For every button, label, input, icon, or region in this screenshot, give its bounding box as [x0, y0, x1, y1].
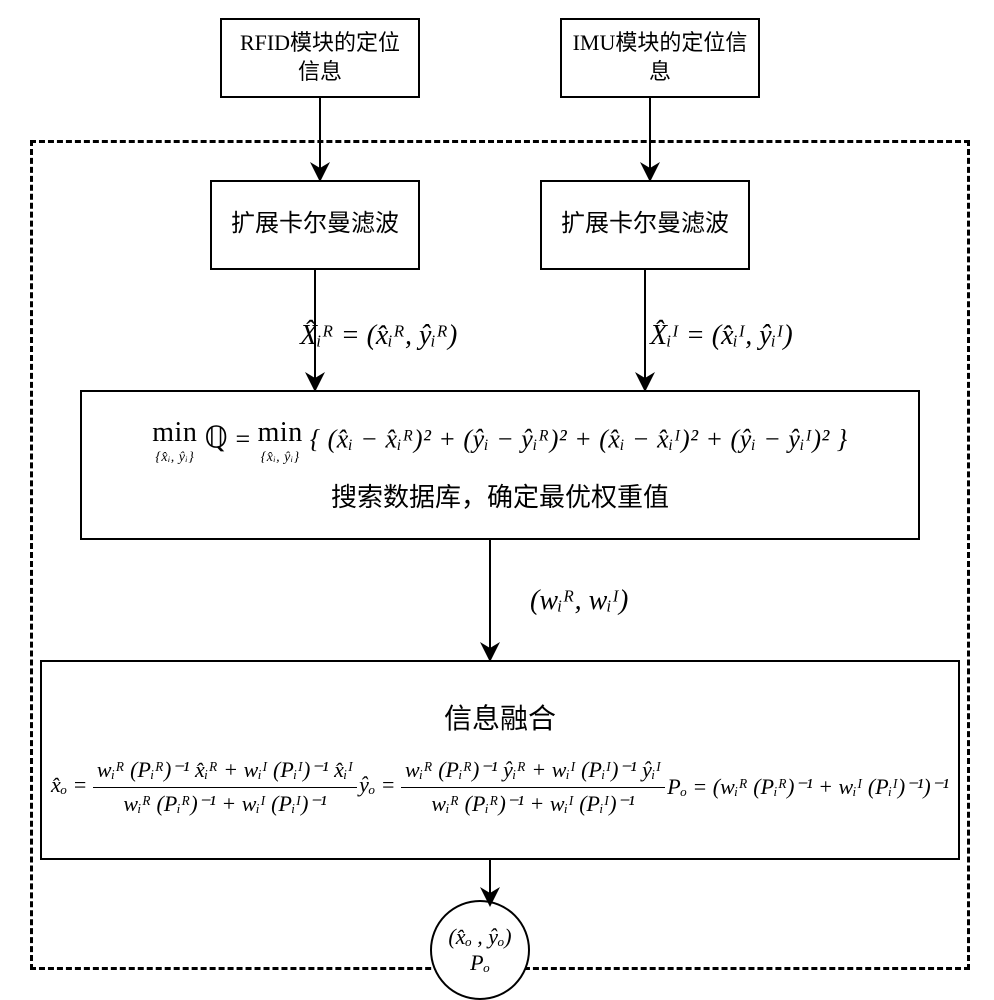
rfid-input-text: RFID模块的定位信息	[230, 29, 410, 86]
min-rhs-sub: {x̂ᵢ, ŷᵢ}	[258, 449, 303, 467]
weights-label: (wᵢᴿ, wᵢᴵ)	[530, 585, 628, 617]
ekf-output-i-text: X̂ᵢᴵ = (x̂ᵢᴵ, ŷᵢᴵ)	[650, 320, 793, 351]
q-symbol: ℚ	[204, 421, 228, 454]
eq-sign: =	[235, 424, 250, 453]
fusion-title: 信息融合	[444, 702, 556, 738]
output-p: Pₒ	[470, 950, 490, 976]
output-xy: (x̂ₒ , ŷₒ)	[448, 924, 511, 950]
weights-text: (wᵢᴿ, wᵢᴵ)	[530, 585, 628, 616]
ekf-right-text: 扩展卡尔曼滤波	[561, 209, 729, 240]
ekf-right-box: 扩展卡尔曼滤波	[540, 180, 750, 270]
min-lhs-sub: {x̂ᵢ, ŷᵢ}	[152, 449, 197, 467]
eq-p-text: Pₒ = (wᵢᴿ (Pᵢᴿ)⁻¹ + wᵢᴵ (Pᵢᴵ)⁻¹)⁻¹	[667, 774, 949, 799]
fusion-box: 信息融合 x̂ₒ = wᵢᴿ (Pᵢᴿ)⁻¹ x̂ᵢᴿ + wᵢᴵ (Pᵢᴵ)⁻…	[40, 660, 960, 860]
opt-body: { (x̂ᵢ − x̂ᵢᴿ)² + (ŷᵢ − ŷᵢᴿ)² + (x̂ᵢ − x…	[310, 424, 848, 453]
eq-x-num: wᵢᴿ (Pᵢᴿ)⁻¹ x̂ᵢᴿ + wᵢᴵ (Pᵢᴵ)⁻¹ x̂ᵢᴵ	[93, 756, 357, 788]
eq-y-lhs: ŷₒ =	[359, 772, 395, 797]
min-rhs: min	[258, 415, 303, 451]
output-circle: (x̂ₒ , ŷₒ) Pₒ	[430, 900, 530, 1000]
imu-input-box: IMU模块的定位信息	[560, 18, 760, 98]
eq-y-num: wᵢᴿ (Pᵢᴿ)⁻¹ ŷᵢᴿ + wᵢᴵ (Pᵢᴵ)⁻¹ ŷᵢᴵ	[401, 756, 665, 788]
eq-x-den: wᵢᴿ (Pᵢᴿ)⁻¹ + wᵢᴵ (Pᵢᴵ)⁻¹	[93, 788, 357, 819]
min-lhs: min	[152, 415, 197, 451]
imu-input-text: IMU模块的定位信息	[570, 29, 750, 86]
optimization-equation: min {x̂ᵢ, ŷᵢ} ℚ = min {x̂ᵢ, ŷᵢ} { (x̂ᵢ −…	[152, 415, 847, 468]
ekf-left-text: 扩展卡尔曼滤波	[231, 209, 399, 240]
fusion-eq-x: x̂ₒ = wᵢᴿ (Pᵢᴿ)⁻¹ x̂ᵢᴿ + wᵢᴵ (Pᵢᴵ)⁻¹ x̂ᵢ…	[51, 756, 357, 818]
optimization-caption: 搜索数据库，确定最优权重值	[331, 481, 669, 515]
fusion-eq-p: Pₒ = (wᵢᴿ (Pᵢᴿ)⁻¹ + wᵢᴵ (Pᵢᴵ)⁻¹)⁻¹	[667, 773, 949, 802]
fusion-eq-y: ŷₒ = wᵢᴿ (Pᵢᴿ)⁻¹ ŷᵢᴿ + wᵢᴵ (Pᵢᴵ)⁻¹ ŷᵢᴵ w…	[359, 756, 665, 818]
ekf-left-box: 扩展卡尔曼滤波	[210, 180, 420, 270]
ekf-output-i-label: X̂ᵢᴵ = (x̂ᵢᴵ, ŷᵢᴵ)	[650, 320, 793, 352]
optimization-box: min {x̂ᵢ, ŷᵢ} ℚ = min {x̂ᵢ, ŷᵢ} { (x̂ᵢ −…	[80, 390, 920, 540]
eq-x-lhs: x̂ₒ =	[51, 772, 87, 797]
ekf-output-r-label: X̂ᵢᴿ = (x̂ᵢᴿ, ŷᵢᴿ)	[300, 320, 457, 352]
eq-y-den: wᵢᴿ (Pᵢᴿ)⁻¹ + wᵢᴵ (Pᵢᴵ)⁻¹	[401, 788, 665, 819]
ekf-output-r-text: X̂ᵢᴿ = (x̂ᵢᴿ, ŷᵢᴿ)	[300, 320, 457, 351]
rfid-input-box: RFID模块的定位信息	[220, 18, 420, 98]
